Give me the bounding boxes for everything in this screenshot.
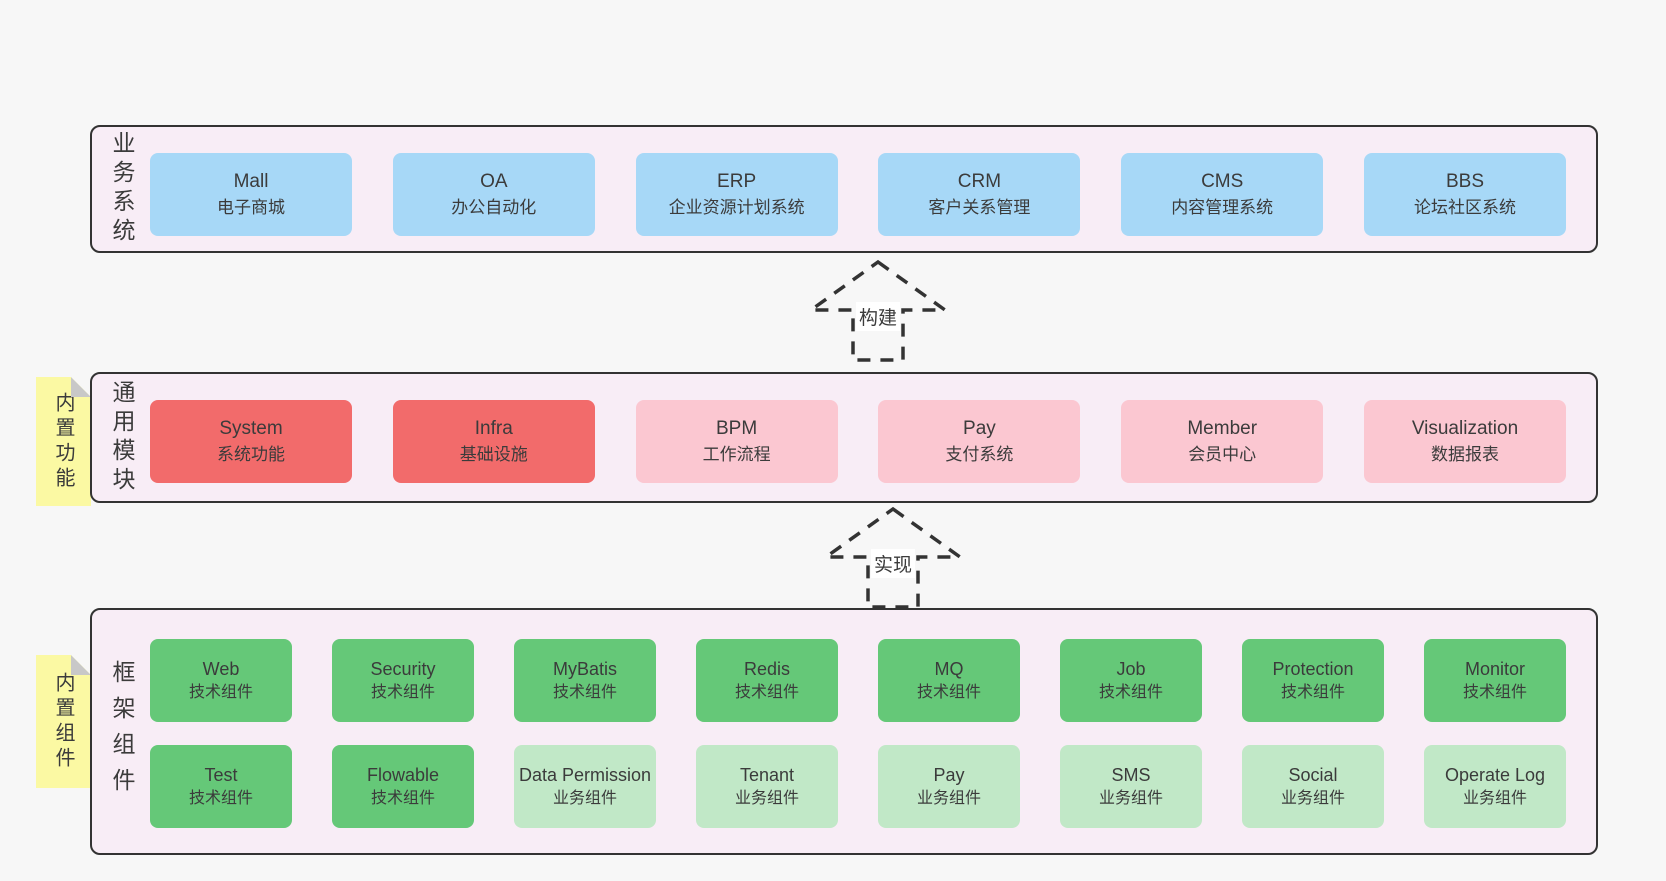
- panel-common-modules: 通用模块 System 系统功能 Infra 基础设施 BPM 工作流程 Pay…: [90, 372, 1598, 503]
- system-box-oa: OA 办公自动化: [392, 153, 595, 236]
- component-box-job: Job 技术组件: [1060, 639, 1202, 722]
- component-box-operate-log: Operate Log 业务组件: [1424, 745, 1566, 828]
- panel-business-systems: 业务系统 Mall 电子商城 OA 办公自动化 ERP 企业资源计划系统 CRM…: [90, 125, 1598, 253]
- component-box-sms: SMS 业务组件: [1060, 745, 1202, 828]
- system-box-mall: Mall 电子商城: [150, 153, 352, 236]
- module-box-visualization: Visualization 数据报表: [1363, 400, 1566, 483]
- module-box-pay: Pay 支付系统: [878, 400, 1081, 483]
- system-box-crm: CRM 客户关系管理: [878, 153, 1081, 236]
- component-box-security: Security 技术组件: [332, 639, 474, 722]
- component-box-social: Social 业务组件: [1242, 745, 1384, 828]
- note-built-in-components: 内置组件: [36, 655, 91, 788]
- component-box-mybatis: MyBatis 技术组件: [514, 639, 656, 722]
- system-box-erp: ERP 企业资源计划系统: [635, 153, 838, 236]
- panel-label-business-systems: 业务系统: [109, 131, 135, 247]
- component-box-tenant: Tenant 业务组件: [696, 745, 838, 828]
- component-box-data-permission: Data Permission 业务组件: [514, 745, 656, 828]
- business-systems-box-row: Mall 电子商城 OA 办公自动化 ERP 企业资源计划系统 CRM 客户关系…: [150, 153, 1566, 236]
- common-modules-box-row: System 系统功能 Infra 基础设施 BPM 工作流程 Pay 支付系统…: [150, 400, 1566, 483]
- panel-label-framework-components: 框架组件: [109, 659, 135, 804]
- panel-framework-components: 框架组件 Web 技术组件 Security 技术组件 MyBatis 技术组件…: [90, 608, 1598, 855]
- module-box-infra: Infra 基础设施: [392, 400, 595, 483]
- component-box-mq: MQ 技术组件: [878, 639, 1020, 722]
- implement-arrow-icon: 实现: [822, 505, 964, 611]
- component-box-flowable: Flowable 技术组件: [332, 745, 474, 828]
- panel-label-common-modules: 通用模块: [109, 379, 135, 496]
- module-box-bpm: BPM 工作流程: [635, 400, 838, 483]
- component-box-protection: Protection 技术组件: [1242, 639, 1384, 722]
- component-box-web: Web 技术组件: [150, 639, 292, 722]
- build-arrow-label: 构建: [855, 302, 901, 331]
- component-box-pay: Pay 业务组件: [878, 745, 1020, 828]
- components-top-row: Web 技术组件 Security 技术组件 MyBatis 技术组件 Redi…: [150, 639, 1566, 722]
- build-arrow-icon: 构建: [807, 258, 949, 364]
- system-box-cms: CMS 内容管理系统: [1121, 153, 1324, 236]
- module-box-system: System 系统功能: [150, 400, 352, 483]
- component-box-test: Test 技术组件: [150, 745, 292, 828]
- note-built-in-features: 内置功能: [36, 377, 91, 506]
- component-box-monitor: Monitor 技术组件: [1424, 639, 1566, 722]
- system-box-bbs: BBS 论坛社区系统: [1363, 153, 1566, 236]
- module-box-member: Member 会员中心: [1121, 400, 1324, 483]
- component-box-redis: Redis 技术组件: [696, 639, 838, 722]
- implement-arrow-label: 实现: [870, 549, 916, 578]
- components-bottom-row: Test 技术组件 Flowable 技术组件 Data Permission …: [150, 745, 1566, 828]
